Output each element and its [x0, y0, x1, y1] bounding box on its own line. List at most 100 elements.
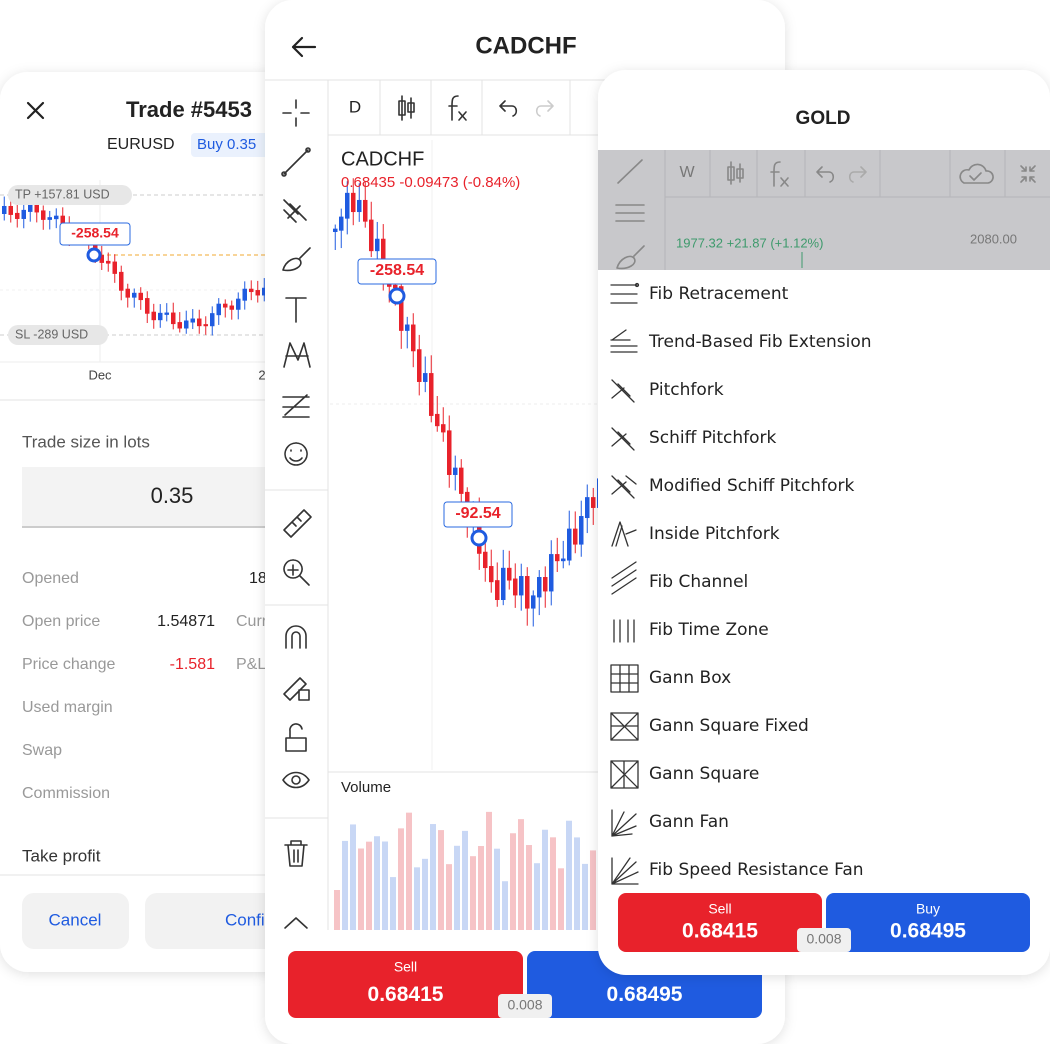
candle-body: [441, 424, 446, 433]
candle-icon: [727, 161, 744, 185]
tool-icon: [283, 677, 310, 701]
sell-label: Sell: [708, 901, 731, 917]
line-icon: [617, 159, 643, 184]
candle-body: [229, 305, 234, 310]
tool-icon: [282, 771, 310, 789]
buy-bg: [826, 893, 1030, 952]
candle-body: [507, 567, 512, 581]
volume-bar: [566, 820, 572, 930]
brush-icon: [616, 245, 645, 270]
detail-label: Opened: [22, 570, 79, 587]
tool-item-bg: [598, 270, 1050, 318]
candle-body: [145, 298, 150, 314]
sell-label: Sell: [394, 959, 417, 975]
trade-title: Trade #5453: [126, 97, 252, 122]
detail-extra: Curr: [236, 613, 268, 630]
size-input[interactable]: [22, 467, 282, 527]
direction-badge: [191, 133, 271, 157]
indicator-icon: [770, 161, 789, 187]
candle-body: [453, 467, 458, 475]
detail-label: Open price: [22, 613, 100, 630]
candle-body: [537, 577, 542, 598]
detail-label: Swap: [22, 742, 62, 759]
volume-bar: [334, 890, 340, 930]
sell-button[interactable]: Sell 0.68415: [288, 951, 523, 1018]
candle-body: [125, 288, 130, 298]
volume-bar: [438, 830, 444, 930]
tool-item[interactable]: Gann Box: [598, 654, 1050, 702]
candle-body: [99, 255, 104, 263]
x-label: 2: [258, 367, 265, 382]
tool-icon: [285, 625, 307, 649]
pnl-box: [59, 222, 131, 246]
cancel-button[interactable]: Cancel: [22, 893, 129, 949]
tool-icon: [613, 619, 635, 643]
candle-body: [495, 580, 500, 600]
sl-label: SL -289 USD: [15, 327, 88, 341]
tool-item[interactable]: Fib Speed Resistance Fan: [598, 846, 1050, 894]
spread-pill: [498, 994, 552, 1018]
tool-item[interactable]: Schiff Pitchfork: [598, 414, 1050, 462]
sell-bg: [288, 951, 523, 1018]
volume-bar: [430, 824, 436, 930]
volume-bar: [454, 845, 460, 930]
cancel-label: Cancel: [49, 910, 102, 929]
confirm-bg: [145, 893, 295, 949]
candle-body: [106, 260, 111, 264]
candle-body: [351, 192, 356, 213]
candle-body: [591, 497, 596, 508]
tool-item-bg: [598, 318, 1050, 366]
close-button: [26, 101, 45, 120]
tool-item[interactable]: Gann Square: [598, 750, 1050, 798]
tool-icon: [610, 329, 638, 353]
sell-button[interactable]: Sell 0.68415: [618, 893, 822, 952]
tool-icon: [610, 712, 639, 741]
candle-body: [405, 324, 410, 331]
tool-item[interactable]: Inside Pitchfork: [598, 510, 1050, 558]
tool-item[interactable]: Gann Fan: [598, 798, 1050, 846]
candle-body: [381, 238, 386, 278]
volume-bar: [502, 881, 508, 930]
detail-value: 18: [249, 570, 267, 587]
candle-body: [21, 209, 26, 219]
gold-quote: 1977.32 +21.87 (+1.12%): [676, 235, 823, 250]
trade-symbol: EURUSD: [107, 136, 175, 153]
tool-icon: [610, 760, 639, 789]
tool-item[interactable]: Modified Schiff Pitchfork: [598, 462, 1050, 510]
buy-price: 0.68495: [890, 919, 966, 942]
tool-icon: [281, 147, 311, 177]
sell-bg: [618, 893, 822, 952]
entry-marker: [388, 287, 406, 305]
volume-bar: [390, 877, 396, 930]
candle-body: [357, 199, 362, 213]
volume-bar: [478, 846, 484, 930]
candle-body: [561, 558, 566, 562]
tool-item[interactable]: Fib Channel: [598, 558, 1050, 606]
candle-body: [158, 312, 163, 321]
tool-item[interactable]: Pitchfork: [598, 366, 1050, 414]
tool-item[interactable]: Fib Retracement: [598, 270, 1050, 318]
tool-icon: [285, 297, 307, 323]
redo-icon: [535, 100, 554, 117]
trade-chart: TP +157.81 USD SL -289 USD -258.54 Dec 2: [0, 180, 267, 382]
candle-body: [579, 516, 584, 545]
tool-name: Gann Square: [649, 764, 759, 784]
price-level: 2080.00: [970, 231, 1017, 246]
candle-body: [417, 349, 422, 382]
tool-item[interactable]: Trend-Based Fib Extension: [598, 318, 1050, 366]
volume-bar: [486, 811, 492, 930]
volume-bar: [558, 868, 564, 930]
candle-body: [184, 320, 189, 329]
confirm-button[interactable]: Confi: [145, 893, 295, 949]
candle-body: [339, 216, 344, 231]
tool-item[interactable]: Gann Square Fixed: [598, 702, 1050, 750]
tool-name: Inside Pitchfork: [649, 524, 780, 544]
tool-icon: [611, 379, 635, 403]
buy-button[interactable]: Buy 0.68495: [826, 893, 1030, 952]
candle-body: [151, 311, 156, 321]
tool-item[interactable]: Fib Time Zone: [598, 606, 1050, 654]
size-value: 0.35: [151, 483, 194, 508]
candle-body: [519, 576, 524, 596]
candle-body: [223, 303, 228, 308]
tool-icon: [285, 723, 307, 752]
